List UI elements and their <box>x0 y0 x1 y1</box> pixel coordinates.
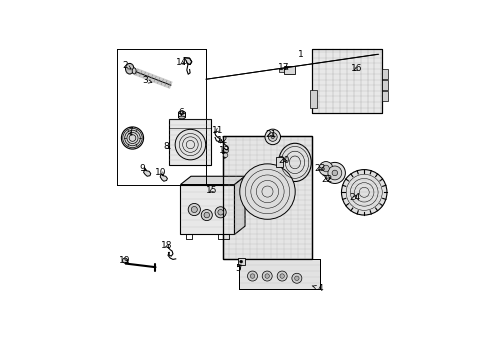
Text: 5: 5 <box>236 264 242 273</box>
Circle shape <box>188 203 200 216</box>
Bar <box>239 260 320 289</box>
Circle shape <box>218 210 223 215</box>
Bar <box>382 91 388 101</box>
Text: 13: 13 <box>219 146 230 155</box>
Circle shape <box>240 164 295 219</box>
Text: 4: 4 <box>312 284 323 293</box>
Text: 8: 8 <box>164 142 170 151</box>
Circle shape <box>319 162 333 175</box>
Circle shape <box>215 207 226 218</box>
Text: 17: 17 <box>278 63 290 72</box>
Polygon shape <box>144 168 151 176</box>
Bar <box>170 120 212 165</box>
Ellipse shape <box>125 63 134 74</box>
Circle shape <box>122 127 144 149</box>
Circle shape <box>342 170 387 215</box>
Circle shape <box>332 170 338 176</box>
Circle shape <box>204 212 210 218</box>
Polygon shape <box>235 176 245 234</box>
Bar <box>312 49 382 113</box>
Bar <box>279 68 284 72</box>
Text: 23: 23 <box>314 164 325 173</box>
Circle shape <box>322 165 329 172</box>
Circle shape <box>269 132 277 141</box>
Text: 12: 12 <box>217 136 228 145</box>
Bar <box>382 80 388 90</box>
Circle shape <box>247 271 258 281</box>
Bar <box>238 258 245 265</box>
Bar <box>284 67 295 74</box>
Text: 15: 15 <box>206 186 218 195</box>
Circle shape <box>271 135 274 139</box>
Circle shape <box>294 276 299 280</box>
Circle shape <box>262 271 272 281</box>
Text: 21: 21 <box>266 130 277 139</box>
Circle shape <box>201 210 212 221</box>
Circle shape <box>328 166 342 180</box>
Text: 20: 20 <box>278 156 290 165</box>
Bar <box>223 136 312 260</box>
Ellipse shape <box>178 116 185 119</box>
Circle shape <box>324 162 345 184</box>
Ellipse shape <box>279 143 311 181</box>
Ellipse shape <box>132 68 136 74</box>
Text: 18: 18 <box>161 240 172 249</box>
Polygon shape <box>184 58 192 64</box>
Bar <box>178 112 185 117</box>
Text: 7: 7 <box>127 127 133 136</box>
Circle shape <box>292 273 302 283</box>
Bar <box>312 49 382 113</box>
Polygon shape <box>180 185 235 234</box>
Circle shape <box>250 274 255 278</box>
Text: 24: 24 <box>349 193 361 202</box>
Bar <box>239 260 320 289</box>
Circle shape <box>122 258 127 263</box>
Text: 9: 9 <box>140 164 147 173</box>
Circle shape <box>265 129 280 145</box>
Text: 19: 19 <box>119 256 131 265</box>
Text: 2: 2 <box>122 61 131 70</box>
Ellipse shape <box>178 111 185 114</box>
Bar <box>310 90 317 108</box>
Bar <box>276 157 283 167</box>
Polygon shape <box>160 174 168 181</box>
Circle shape <box>240 260 243 263</box>
Circle shape <box>265 274 270 278</box>
Text: 10: 10 <box>155 168 167 177</box>
Text: 14: 14 <box>175 58 187 67</box>
Text: 1: 1 <box>298 50 304 59</box>
Text: 3: 3 <box>143 76 152 85</box>
Text: 22: 22 <box>322 175 333 184</box>
Text: 16: 16 <box>351 64 363 73</box>
Text: 11: 11 <box>212 126 223 135</box>
Circle shape <box>280 274 284 278</box>
Polygon shape <box>180 176 245 185</box>
Circle shape <box>223 153 228 157</box>
Circle shape <box>277 271 287 281</box>
Text: 6: 6 <box>178 108 184 117</box>
Circle shape <box>191 207 197 212</box>
Circle shape <box>175 129 206 160</box>
Bar <box>382 69 388 79</box>
Bar <box>223 136 312 260</box>
